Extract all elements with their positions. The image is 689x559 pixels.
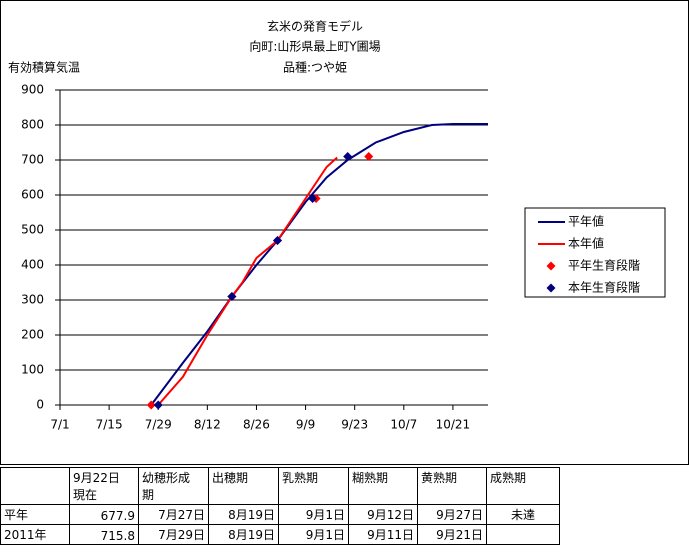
table-cell: 未達	[486, 504, 560, 525]
x-tick-label: 9/23	[341, 418, 368, 432]
chart-title: 玄米の発育モデル	[267, 19, 363, 34]
y-tick-label: 600	[21, 188, 44, 202]
header-cell: 糊熟期	[348, 467, 418, 505]
table-cell: 9月1日	[278, 524, 349, 545]
legend-label: 本年値	[568, 236, 604, 251]
stage-point	[153, 400, 163, 410]
x-tick-label: 10/21	[436, 418, 471, 432]
y-tick-label: 900	[21, 83, 44, 97]
stage-point	[273, 236, 283, 245]
header-cell: 成熟期	[486, 467, 560, 505]
y-axis-label: 有効積算気温	[8, 60, 80, 75]
header-cell: 出穂期	[208, 467, 279, 505]
header-cell: 幼穂形成 期	[138, 467, 209, 505]
legend-swatch	[546, 283, 556, 293]
table-cell: 677.9	[69, 504, 139, 525]
table-cell: 9月1日	[278, 504, 349, 525]
table-cell: 7月29日	[138, 524, 209, 545]
table-row: 平年 677.9 7月27日 8月19日 9月1日 9月12日 9月27日 未達	[0, 504, 560, 525]
stage-table: 9月22日 現在 幼穂形成 期出穂期 乳熟期 糊熟期 黄熟期 成熟期 平年 677.9 7月27…	[0, 467, 560, 545]
y-tick-label: 300	[21, 293, 44, 307]
table-cell: 9月27日	[417, 504, 487, 525]
x-tick-label: 7/15	[96, 418, 123, 432]
header-cell	[0, 467, 70, 505]
y-tick-label: 800	[21, 118, 44, 132]
y-tick-label: 700	[21, 153, 44, 167]
legend-label: 平年生育段階	[568, 258, 640, 273]
table-cell: 9月21日	[417, 524, 487, 545]
series-line	[157, 156, 338, 406]
x-tick-label: 9/9	[296, 418, 315, 432]
legend-swatch	[546, 261, 556, 271]
series-line	[150, 122, 488, 406]
x-tick-label: 7/1	[50, 418, 69, 432]
y-tick-label: 200	[21, 328, 44, 342]
table-header-row: 9月22日 現在 幼穂形成 期出穂期 乳熟期 糊熟期 黄熟期 成熟期	[0, 467, 560, 505]
table-body: 9月22日 現在 幼穂形成 期出穂期 乳熟期 糊熟期 黄熟期 成熟期 平年 677.9 7月27…	[0, 467, 560, 545]
table-cell: 8月19日	[208, 504, 279, 525]
y-tick-label: 100	[21, 363, 44, 377]
table-cell: 平年	[0, 504, 70, 525]
table-cell: 8月19日	[208, 524, 279, 545]
header-cell: 9月22日 現在	[69, 467, 139, 505]
y-tick-label: 0	[36, 398, 44, 412]
chart-subtitle: 品種:つや姫	[283, 61, 347, 75]
stage-point	[343, 152, 353, 161]
stage-point	[308, 194, 318, 203]
table-cell: 9月11日	[348, 524, 418, 545]
x-tick-label: 8/26	[243, 418, 270, 432]
legend-label: 本年生育段階	[568, 280, 640, 295]
x-tick-label: 10/7	[390, 418, 417, 432]
header-cell: 黄熟期	[417, 467, 487, 505]
stage-point	[364, 152, 374, 161]
x-tick-label: 8/12	[194, 418, 221, 432]
table-cell: 715.8	[69, 524, 139, 545]
x-tick-label: 7/29	[145, 418, 172, 432]
y-tick-label: 500	[21, 223, 44, 237]
table-row: 2011年 715.8 7月29日 8月19日 9月1日 9月11日 9月21日	[0, 524, 560, 545]
stage-point	[146, 400, 156, 410]
header-cell: 乳熟期	[278, 467, 349, 505]
y-tick-label: 400	[21, 258, 44, 272]
table-cell: 2011年	[0, 524, 70, 545]
chart-subtitle: 向町:山形県最上町Y圃場	[249, 39, 380, 54]
chart: 玄米の発育モデル 向町:山形県最上町Y圃場 品種:つや姫 有効積算気温 0 100…	[8, 19, 666, 432]
stage-point	[227, 292, 237, 301]
table-cell	[486, 524, 560, 545]
table-cell: 9月12日	[348, 504, 418, 525]
table-cell: 7月27日	[138, 504, 209, 525]
legend-label: 平年値	[568, 214, 604, 229]
